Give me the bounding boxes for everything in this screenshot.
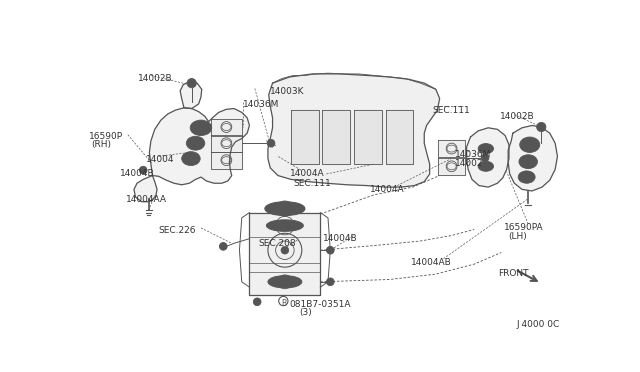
- Ellipse shape: [265, 202, 305, 216]
- Text: 081B7-0351A: 081B7-0351A: [289, 300, 351, 309]
- Text: SEC.111: SEC.111: [293, 179, 331, 187]
- Circle shape: [187, 78, 196, 88]
- Polygon shape: [467, 128, 509, 187]
- Text: 14004B: 14004B: [323, 234, 357, 243]
- Text: (LH): (LH): [508, 232, 527, 241]
- Ellipse shape: [266, 220, 303, 231]
- Polygon shape: [149, 108, 250, 185]
- Text: 14004A: 14004A: [289, 169, 324, 179]
- Circle shape: [267, 140, 275, 147]
- Text: 14002: 14002: [455, 159, 484, 169]
- Ellipse shape: [478, 144, 493, 154]
- Text: FRONT: FRONT: [498, 269, 529, 279]
- Polygon shape: [438, 158, 465, 175]
- Circle shape: [481, 154, 489, 162]
- Ellipse shape: [190, 120, 212, 135]
- Ellipse shape: [518, 171, 535, 183]
- Text: 14004AB: 14004AB: [411, 258, 452, 267]
- Text: 14004B: 14004B: [120, 169, 155, 179]
- Polygon shape: [211, 119, 242, 135]
- Circle shape: [255, 300, 259, 304]
- Polygon shape: [322, 110, 349, 164]
- Circle shape: [539, 125, 543, 129]
- Ellipse shape: [520, 137, 540, 153]
- Circle shape: [326, 278, 334, 286]
- Circle shape: [220, 243, 227, 250]
- Text: SEC.208: SEC.208: [259, 239, 296, 248]
- Ellipse shape: [519, 155, 538, 169]
- Text: 14036M: 14036M: [243, 100, 280, 109]
- Text: J 4000 0C: J 4000 0C: [516, 320, 560, 328]
- Text: 16590PA: 16590PA: [504, 223, 544, 232]
- Polygon shape: [180, 81, 202, 109]
- Ellipse shape: [268, 276, 302, 288]
- Circle shape: [189, 81, 194, 86]
- Polygon shape: [250, 212, 320, 295]
- Text: (3): (3): [300, 308, 312, 317]
- Circle shape: [281, 246, 289, 254]
- Text: 14002B: 14002B: [500, 112, 534, 121]
- Polygon shape: [268, 74, 440, 187]
- Circle shape: [141, 168, 145, 172]
- Text: 14002B: 14002B: [138, 74, 172, 83]
- Polygon shape: [211, 152, 242, 169]
- Text: B: B: [281, 299, 286, 308]
- Circle shape: [253, 298, 261, 306]
- Circle shape: [140, 166, 147, 174]
- Text: (RH): (RH): [91, 140, 111, 149]
- Polygon shape: [291, 110, 319, 164]
- Circle shape: [537, 122, 546, 132]
- Text: SEC.111: SEC.111: [433, 106, 470, 115]
- Polygon shape: [438, 140, 465, 157]
- Polygon shape: [386, 110, 413, 164]
- Polygon shape: [508, 125, 557, 191]
- Text: 14004A: 14004A: [371, 185, 405, 194]
- Polygon shape: [211, 135, 242, 152]
- Ellipse shape: [186, 136, 205, 150]
- Text: SEC.226: SEC.226: [159, 226, 196, 235]
- Text: 14036M: 14036M: [455, 150, 492, 159]
- Circle shape: [326, 246, 334, 254]
- Polygon shape: [354, 110, 382, 164]
- Text: 16590P: 16590P: [90, 132, 124, 141]
- Text: 14004: 14004: [145, 155, 174, 164]
- Text: 14003K: 14003K: [270, 87, 305, 96]
- Ellipse shape: [478, 161, 493, 171]
- Polygon shape: [134, 176, 157, 202]
- Text: 14004AA: 14004AA: [126, 195, 167, 204]
- Ellipse shape: [182, 152, 200, 166]
